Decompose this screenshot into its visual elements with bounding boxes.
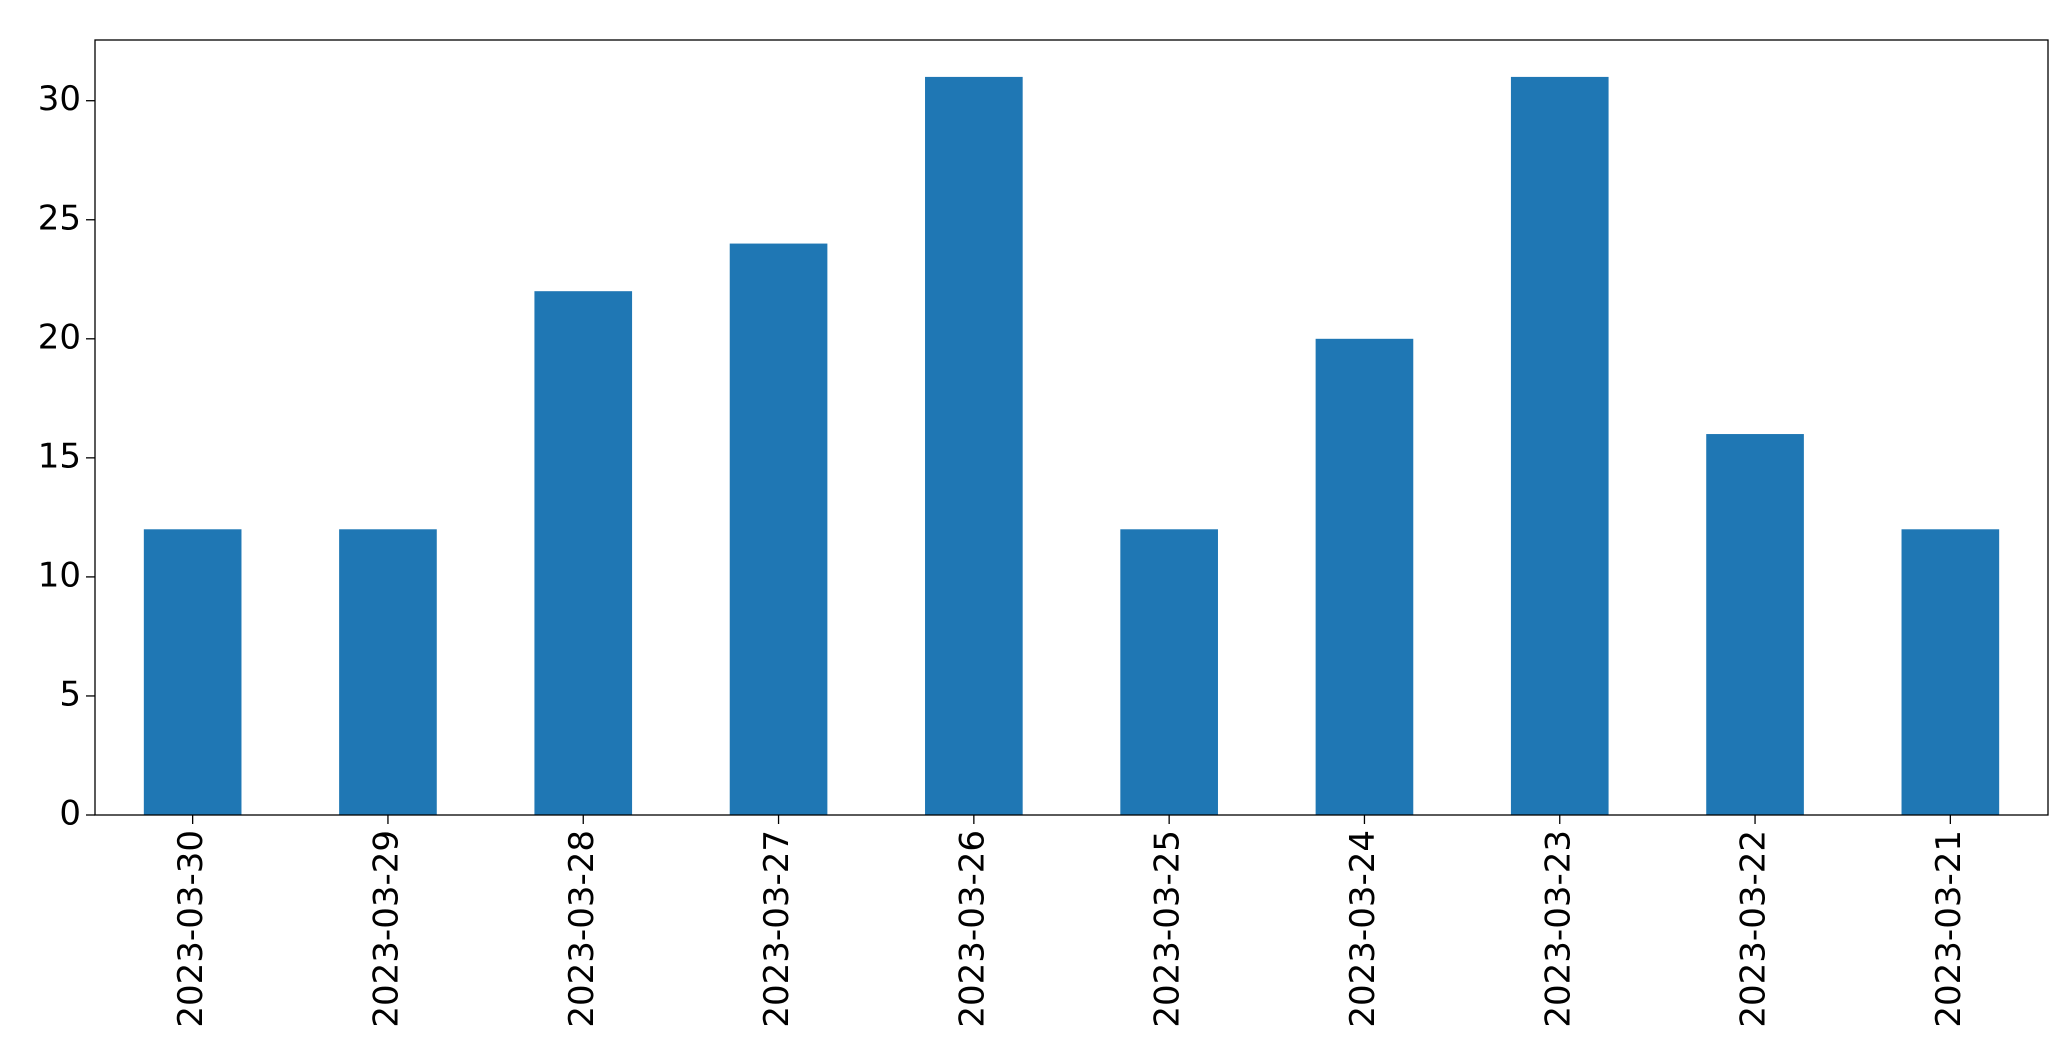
plot-frame xyxy=(94,39,2049,816)
bar xyxy=(339,529,437,815)
y-tick-label: 25 xyxy=(38,198,81,238)
y-tick-label: 30 xyxy=(38,79,81,119)
x-tick-label: 2023-03-30 xyxy=(171,830,211,1028)
x-tick-label: 2023-03-25 xyxy=(1148,830,1188,1028)
bar xyxy=(1120,529,1218,815)
x-tick-label: 2023-03-24 xyxy=(1343,830,1383,1028)
y-tick-label: 0 xyxy=(59,794,81,834)
bar xyxy=(534,291,633,815)
bar xyxy=(143,529,242,815)
bar xyxy=(729,243,828,816)
y-tick-label: 20 xyxy=(38,317,81,357)
x-tick-label: 2023-03-23 xyxy=(1538,830,1578,1028)
bar xyxy=(1901,529,2000,815)
bar xyxy=(1706,434,1804,815)
x-tick-label: 2023-03-22 xyxy=(1734,830,1774,1028)
y-tick-label: 5 xyxy=(59,674,81,714)
x-tick-label: 2023-03-29 xyxy=(366,830,406,1028)
x-tick-label: 2023-03-28 xyxy=(562,830,602,1028)
bar xyxy=(1510,76,1609,815)
x-tick-label: 2023-03-26 xyxy=(952,830,992,1028)
y-tick-label: 10 xyxy=(38,555,81,595)
bar xyxy=(1315,338,1414,815)
x-tick-label: 2023-03-27 xyxy=(757,830,797,1028)
x-tick-label: 2023-03-21 xyxy=(1929,830,1969,1028)
bar xyxy=(925,76,1023,815)
y-tick-label: 15 xyxy=(38,436,81,476)
